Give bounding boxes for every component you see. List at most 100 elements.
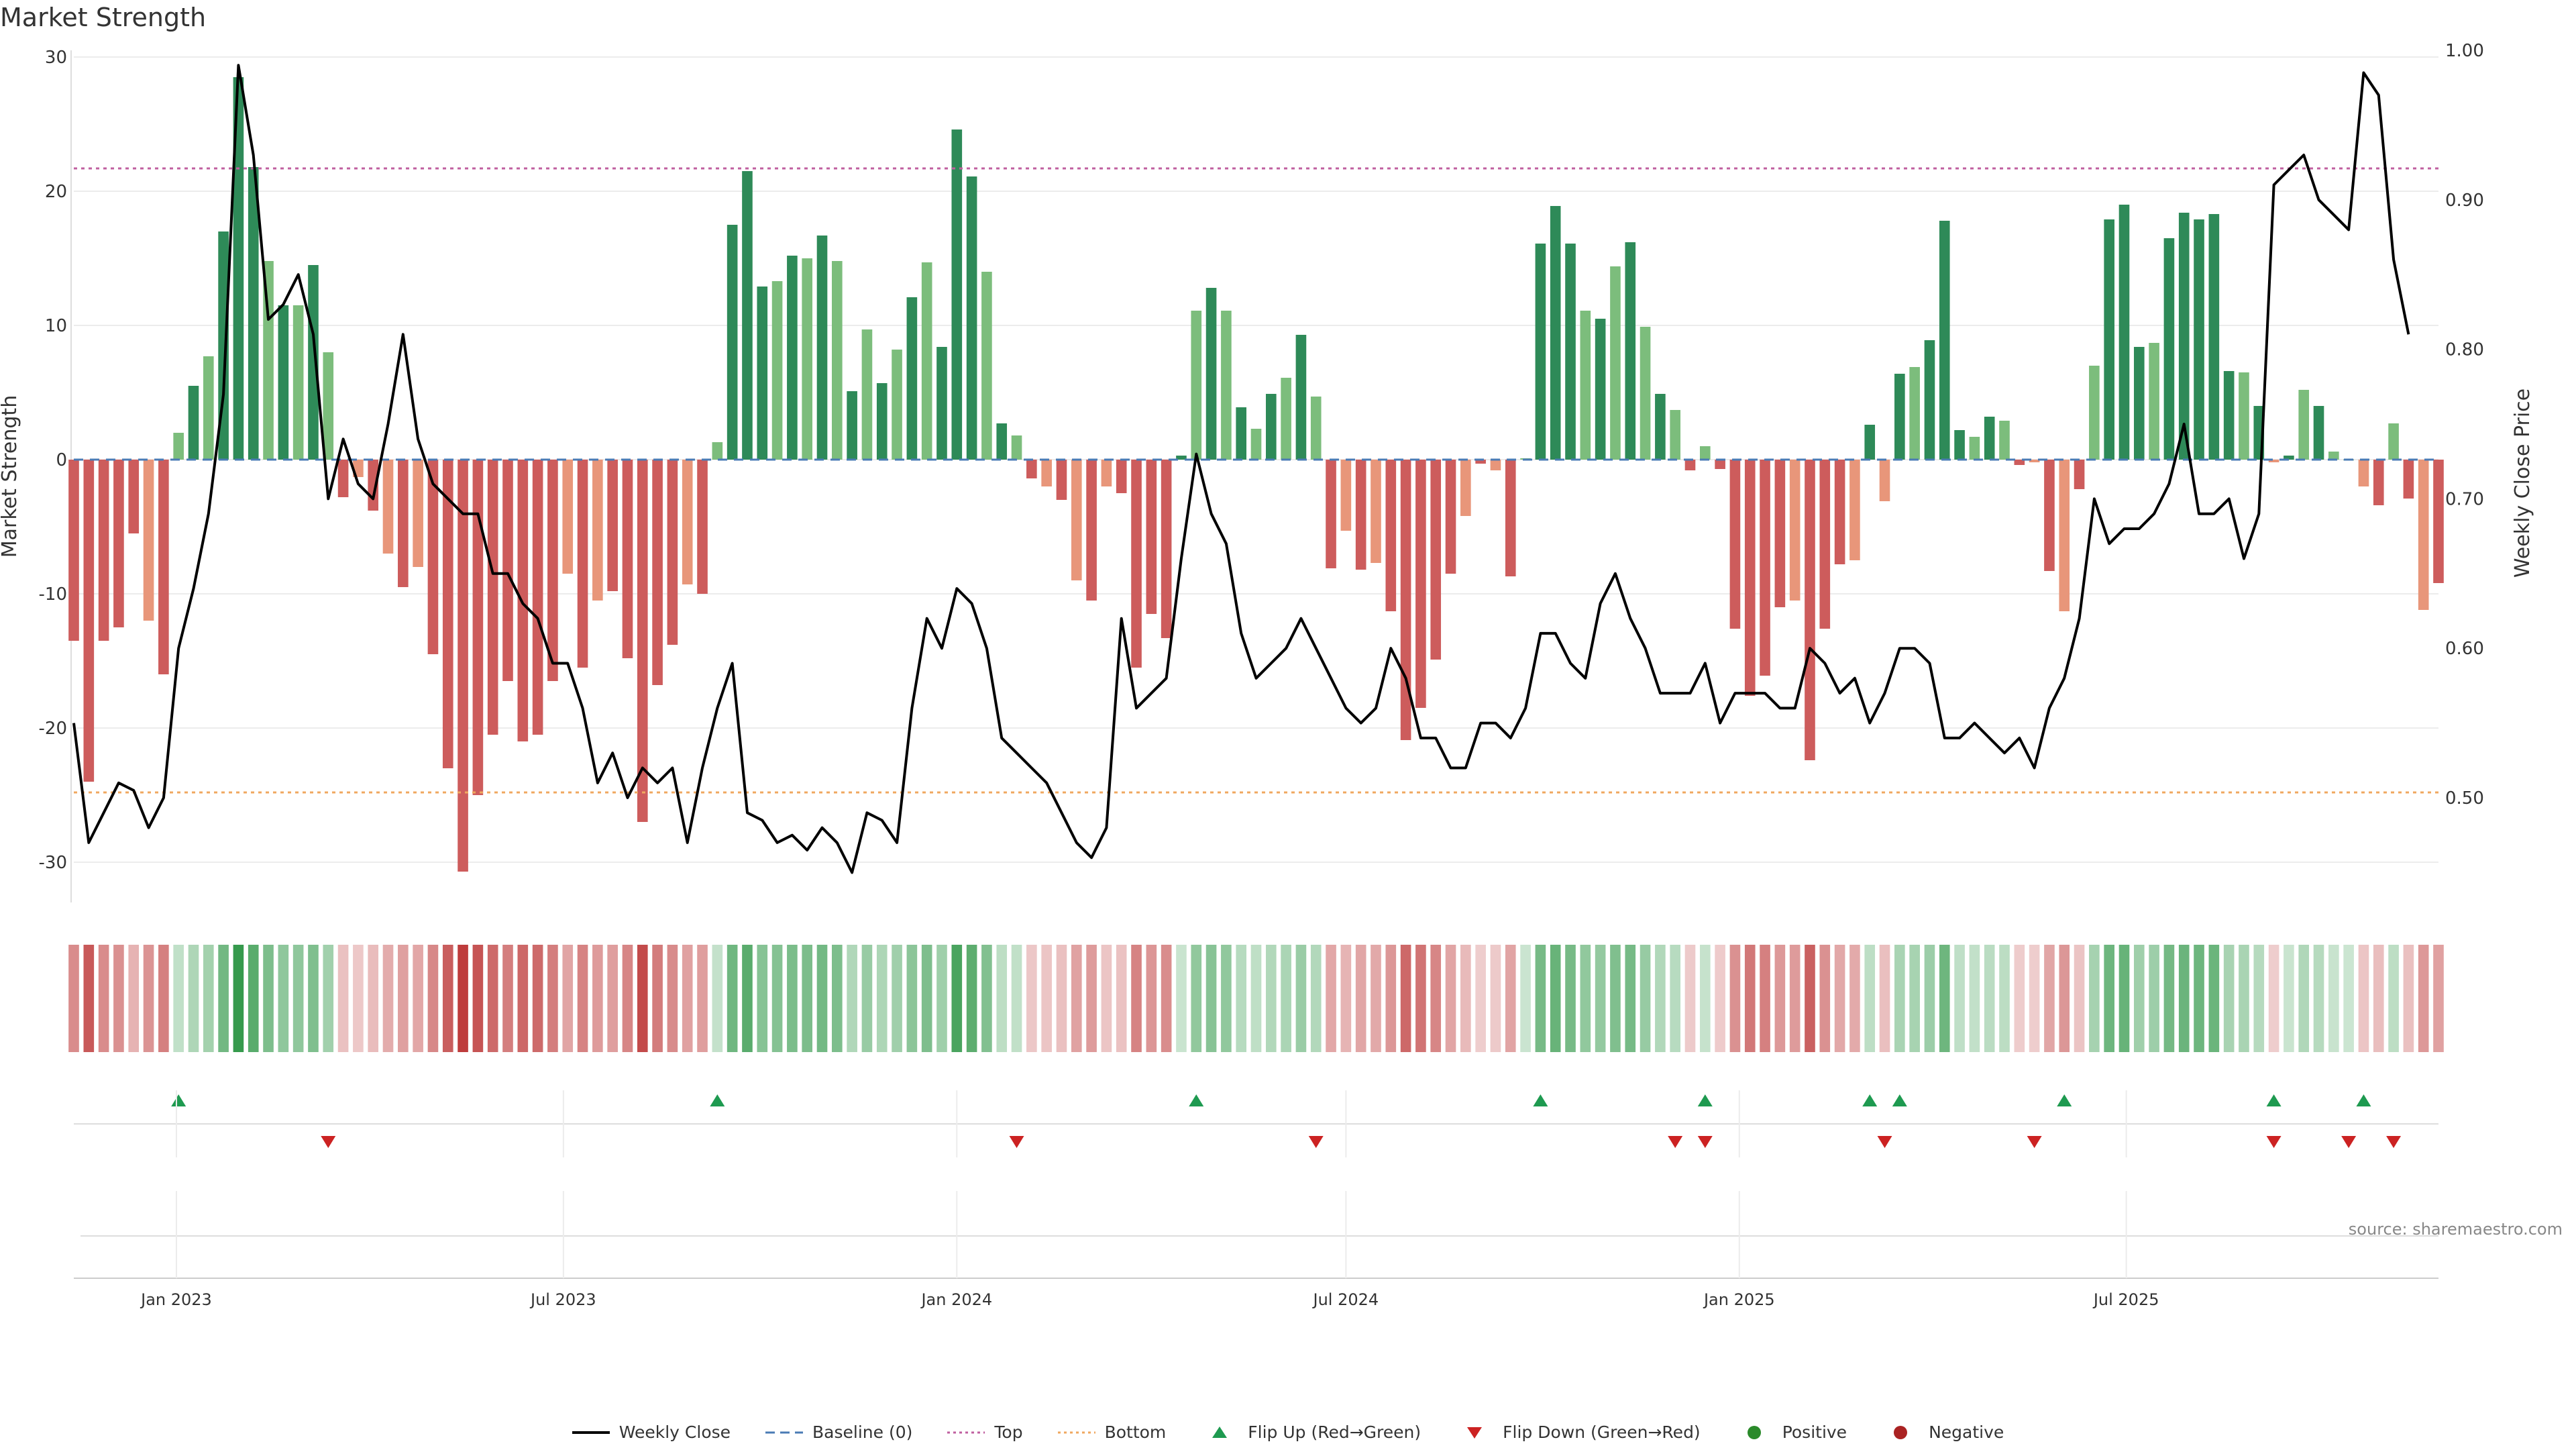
strength-bar <box>1954 430 1965 460</box>
strength-bar <box>1595 319 1606 460</box>
heat-cell <box>1385 945 1397 1052</box>
y2-tick-label: 0.50 <box>2445 788 2484 809</box>
strength-bar <box>1460 460 1471 516</box>
strength-bar <box>2418 460 2429 610</box>
flip-down-marker <box>1009 1136 1024 1148</box>
strength-bar <box>487 460 498 735</box>
strength-bar <box>128 460 140 533</box>
strength-bar <box>1221 311 1232 460</box>
flip-up-marker <box>2057 1094 2072 1106</box>
strength-bar <box>2313 406 2324 460</box>
heat-cell <box>1819 945 1831 1052</box>
y2-tick-label: 0.70 <box>2445 489 2484 509</box>
strength-bar <box>1744 460 1756 696</box>
heat-cell <box>1969 945 1980 1052</box>
strength-bar <box>652 460 663 685</box>
strength-bar <box>981 272 992 460</box>
heat-cell <box>1894 945 1905 1052</box>
heat-cell <box>1684 945 1696 1052</box>
heat-cell <box>1849 945 1860 1052</box>
strength-bar <box>173 433 184 460</box>
heat-cell <box>2223 945 2235 1052</box>
heat-cell <box>1699 945 1711 1052</box>
strength-bar <box>727 225 738 460</box>
heat-cell <box>966 945 977 1052</box>
heat-cell <box>682 945 693 1052</box>
strength-bar <box>2059 460 2070 611</box>
heat-cell <box>1924 945 1935 1052</box>
y-tick-label: -20 <box>39 719 67 739</box>
strength-bar <box>2433 460 2444 583</box>
strength-bar <box>2194 219 2204 460</box>
y2-axis-label: Weekly Close Price <box>2511 388 2534 578</box>
strength-bar <box>1864 425 1876 460</box>
strength-bar <box>1894 374 1905 460</box>
heat-cell <box>1445 945 1456 1052</box>
legend-swatch <box>1057 1431 1095 1433</box>
strength-bar <box>442 460 453 768</box>
heat-cell <box>2239 945 2249 1052</box>
heat-cell <box>2388 945 2399 1052</box>
legend-label: Weekly Close <box>619 1422 731 1442</box>
y-tick-label: -30 <box>39 853 67 873</box>
strength-bar <box>2284 456 2294 460</box>
heat-cell <box>113 945 124 1052</box>
strength-bar <box>1430 460 1442 660</box>
strength-bar <box>1789 460 1801 601</box>
strength-bar <box>2149 343 2159 460</box>
legend-label: Negative <box>1929 1422 2004 1442</box>
heat-cell <box>263 945 274 1052</box>
y2-tick-label: 1.00 <box>2445 41 2484 61</box>
x-tick-label: Jul 2023 <box>529 1290 596 1309</box>
strength-bar <box>1819 460 1831 629</box>
heat-cell <box>1205 945 1217 1052</box>
heat-cell <box>382 945 394 1052</box>
strength-bar <box>203 356 214 460</box>
heat-cell <box>278 945 289 1052</box>
y-tick-label: 10 <box>45 316 67 336</box>
heat-cell <box>1805 945 1815 1052</box>
y-tick-label: 20 <box>45 182 67 202</box>
heat-cell <box>1670 945 1680 1052</box>
strength-bar <box>1490 460 1501 470</box>
heat-cell <box>667 945 678 1052</box>
strength-bar <box>1849 460 1860 560</box>
strength-bar <box>2358 460 2369 486</box>
legend-item: Positive <box>1735 1422 1847 1442</box>
strength-bar <box>2268 460 2279 462</box>
strength-bar <box>951 129 963 460</box>
chart-title: Market Strength <box>0 3 207 32</box>
legend-label: Bottom <box>1104 1422 1167 1442</box>
heat-cell <box>427 945 439 1052</box>
strength-bar <box>2104 219 2114 460</box>
y-tick-label: 0 <box>56 450 67 470</box>
heat-cell <box>876 945 888 1052</box>
heat-cell <box>607 945 618 1052</box>
strength-bar <box>1774 460 1786 607</box>
heat-cell <box>442 945 453 1052</box>
heat-cell <box>323 945 334 1052</box>
heat-cell <box>2433 945 2444 1052</box>
heat-cell <box>1984 945 1995 1052</box>
heat-cell <box>472 945 484 1052</box>
strength-bar <box>1205 288 1217 460</box>
legend-swatch <box>572 1431 610 1434</box>
strength-bar <box>278 305 289 460</box>
legend-item: Negative <box>1882 1422 2004 1442</box>
strength-bar <box>1385 460 1397 611</box>
strength-bar <box>233 77 244 460</box>
heat-cell <box>2298 945 2310 1052</box>
legend-swatch <box>1747 1425 1761 1439</box>
strength-bar <box>2089 366 2100 460</box>
heat-cell <box>1071 945 1082 1052</box>
strength-bar <box>1266 394 1277 460</box>
legend-item: Flip Down (Green→Red) <box>1456 1422 1701 1442</box>
strength-bar <box>1326 460 1336 568</box>
heat-cell <box>1355 945 1366 1052</box>
heat-cell <box>1056 945 1067 1052</box>
heat-cell <box>1371 945 1381 1052</box>
legend-item: Baseline (0) <box>765 1422 912 1442</box>
heat-cell <box>458 945 468 1052</box>
legend-item: Bottom <box>1057 1422 1167 1442</box>
